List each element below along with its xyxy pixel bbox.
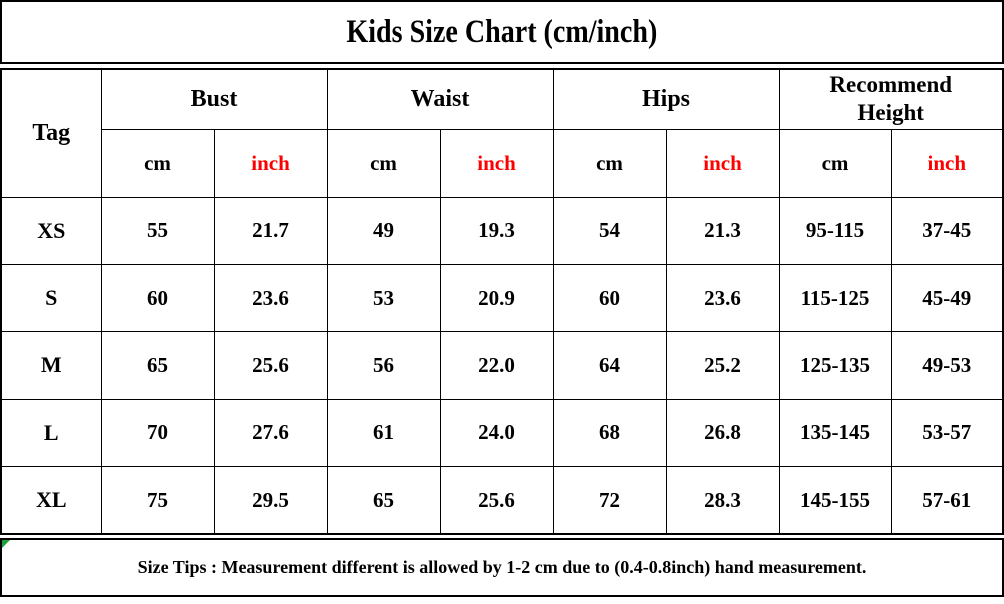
size-table: Tag Bust Waist Hips Recommend Height cm … xyxy=(0,68,1004,535)
hips-cm-value: 72 xyxy=(552,466,667,535)
hips-inch-value: 25.2 xyxy=(665,331,780,400)
bust-inch-value: 23.6 xyxy=(213,263,328,333)
bust-cm-value: 75 xyxy=(100,466,215,535)
bust-inch-value: 21.7 xyxy=(213,196,328,265)
waist-inch-value: 25.6 xyxy=(439,466,554,535)
height-cm-value: 115-125 xyxy=(778,263,892,333)
size-tag: M xyxy=(0,331,102,400)
size-row-m: M 65 25.6 56 22.0 64 25.2 125-135 49-53 xyxy=(0,331,1004,400)
hips-cm-header: cm xyxy=(552,128,667,198)
size-row-s: S 60 23.6 53 20.9 60 23.6 115-125 45-49 xyxy=(0,263,1004,333)
waist-inch-value: 19.3 xyxy=(439,196,554,265)
height-cm-value: 95-115 xyxy=(778,196,892,265)
bust-cm-value: 65 xyxy=(100,331,215,400)
bust-column-header: Bust xyxy=(100,68,328,130)
height-cm-header: cm xyxy=(778,128,892,198)
size-tips-text: Size Tips : Measurement different is all… xyxy=(137,557,867,577)
size-row-l: L 70 27.6 61 24.0 68 26.8 135-145 53-57 xyxy=(0,398,1004,468)
bust-cm-value: 70 xyxy=(100,398,215,468)
height-inch-value: 53-57 xyxy=(890,398,1004,468)
height-cm-value: 125-135 xyxy=(778,331,892,400)
hips-column-header: Hips xyxy=(552,68,780,130)
waist-inch-header: inch xyxy=(439,128,554,198)
cell-corner-marker-icon xyxy=(2,540,10,548)
hips-cm-value: 54 xyxy=(552,196,667,265)
height-cm-value: 135-145 xyxy=(778,398,892,468)
height-inch-value: 45-49 xyxy=(890,263,1004,333)
size-tag: XL xyxy=(0,466,102,535)
waist-cm-value: 53 xyxy=(326,263,441,333)
hips-inch-value: 23.6 xyxy=(665,263,780,333)
height-inch-value: 37-45 xyxy=(890,196,1004,265)
page-title: Kids Size Chart (cm/inch) xyxy=(346,13,658,50)
waist-inch-value: 20.9 xyxy=(439,263,554,333)
size-tips-box: Size Tips : Measurement different is all… xyxy=(0,538,1004,597)
waist-cm-value: 65 xyxy=(326,466,441,535)
size-tag: L xyxy=(0,398,102,468)
recommend-height-label: Recommend Height xyxy=(829,71,953,126)
height-inch-value: 49-53 xyxy=(890,331,1004,400)
bust-inch-value: 25.6 xyxy=(213,331,328,400)
hips-inch-value: 26.8 xyxy=(665,398,780,468)
title-box: Kids Size Chart (cm/inch) xyxy=(0,0,1004,64)
bust-cm-value: 60 xyxy=(100,263,215,333)
header-unit-row: cm inch cm inch cm inch cm inch xyxy=(1,128,1004,198)
header-group-row: Tag Bust Waist Hips Recommend Height xyxy=(0,68,1004,198)
recommend-height-column-header: Recommend Height xyxy=(778,68,1004,130)
size-row-xl: XL 75 29.5 65 25.6 72 28.3 145-155 57-61 xyxy=(0,466,1004,535)
bust-inch-value: 29.5 xyxy=(213,466,328,535)
bust-inch-header: inch xyxy=(213,128,328,198)
hips-cm-value: 64 xyxy=(552,331,667,400)
waist-cm-value: 49 xyxy=(326,196,441,265)
hips-inch-value: 28.3 xyxy=(665,466,780,535)
bust-cm-header: cm xyxy=(100,128,215,198)
height-inch-value: 57-61 xyxy=(890,466,1004,535)
waist-inch-value: 22.0 xyxy=(439,331,554,400)
bust-inch-value: 27.6 xyxy=(213,398,328,468)
size-tag: S xyxy=(0,263,102,333)
size-tag: XS xyxy=(0,196,102,265)
height-cm-value: 145-155 xyxy=(778,466,892,535)
waist-cm-value: 56 xyxy=(326,331,441,400)
bust-cm-value: 55 xyxy=(100,196,215,265)
waist-inch-value: 24.0 xyxy=(439,398,554,468)
hips-inch-value: 21.3 xyxy=(665,196,780,265)
hips-cm-value: 68 xyxy=(552,398,667,468)
hips-inch-header: inch xyxy=(665,128,780,198)
hips-cm-value: 60 xyxy=(552,263,667,333)
size-row-xs: XS 55 21.7 49 19.3 54 21.3 95-115 37-45 xyxy=(0,196,1004,265)
waist-column-header: Waist xyxy=(326,68,554,130)
height-inch-header: inch xyxy=(890,128,1004,198)
tag-column-header: Tag xyxy=(0,68,102,198)
waist-cm-header: cm xyxy=(326,128,441,198)
waist-cm-value: 61 xyxy=(326,398,441,468)
